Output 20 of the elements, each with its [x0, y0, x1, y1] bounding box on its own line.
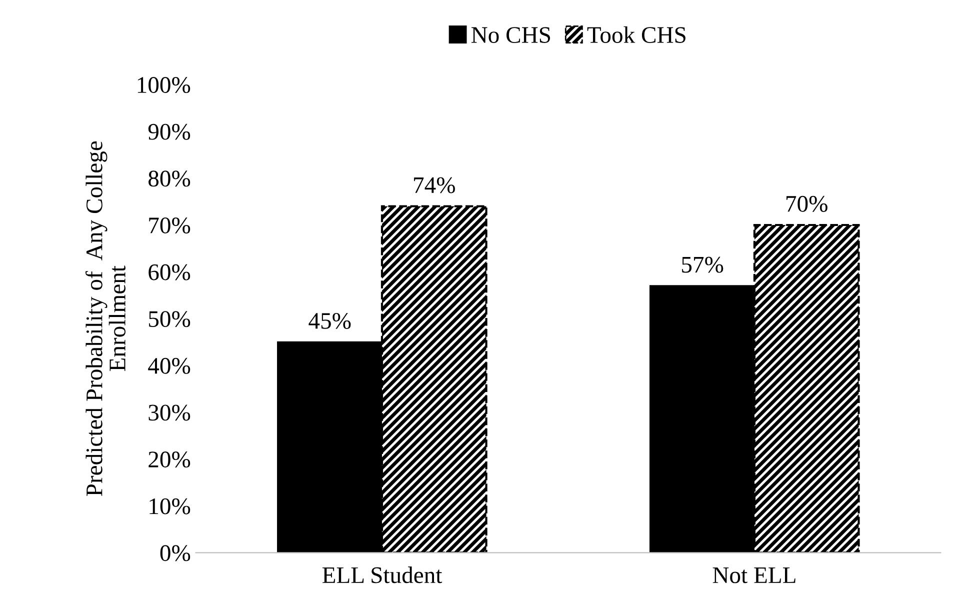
data-label: 45% [308, 312, 351, 329]
x-tick-label: ELL Student [322, 566, 442, 584]
y-tick-label: 80% [148, 170, 190, 187]
y-tick-label: 30% [148, 404, 190, 421]
y-tick-label: 90% [148, 124, 190, 140]
x-tick-label: Not ELL [712, 567, 796, 584]
data-label: 74% [414, 177, 455, 194]
y-tick-label: 70% [149, 217, 190, 234]
data-label: 70% [786, 196, 828, 212]
data-label: 57% [682, 256, 724, 273]
y-tick-label: 50% [149, 311, 190, 328]
y-axis-title: Predicted Probability of Any College Enrollment [86, 141, 126, 496]
y-tick-label: 20% [148, 452, 190, 468]
legend-label: Took CHS [587, 26, 686, 43]
y-tick-label: 60% [148, 264, 190, 280]
y-tick-label: 10% [150, 498, 190, 514]
y-tick-label: 0% [160, 545, 190, 562]
legend-label: No CHS [471, 27, 550, 43]
y-tick-label: 40% [148, 358, 190, 374]
y-tick-label: 100% [138, 77, 190, 94]
